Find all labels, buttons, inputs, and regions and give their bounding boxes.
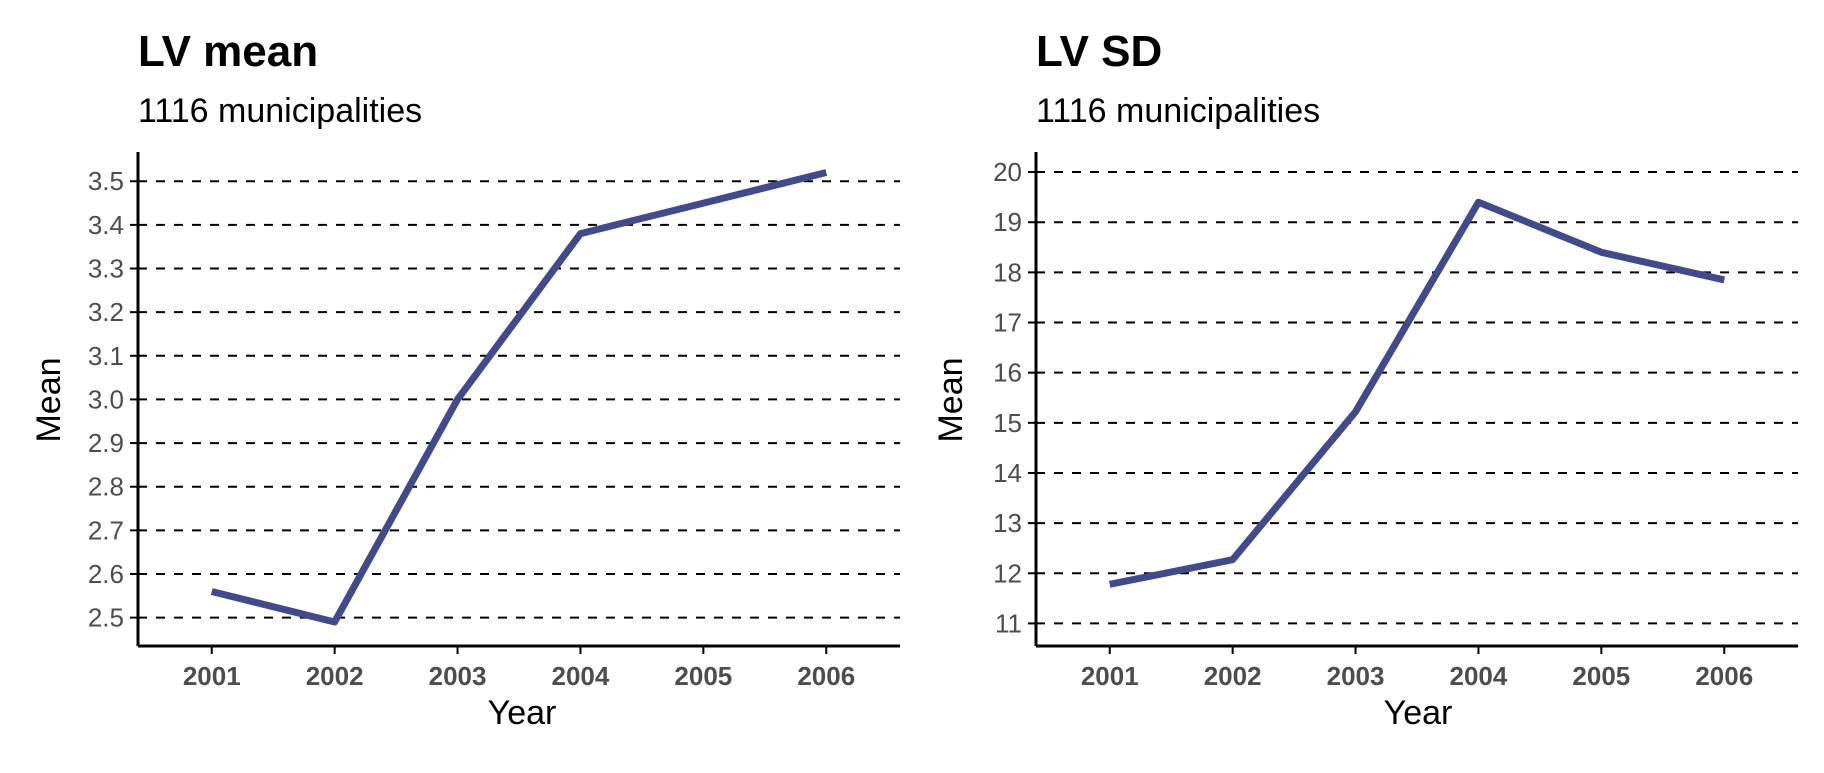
y-tick-label: 12 xyxy=(993,558,1022,588)
x-axis-label: Year xyxy=(1384,694,1453,732)
x-tick-label: 2002 xyxy=(1204,661,1262,691)
panel-lv-mean: LV mean 1116 municipalities 2.5 2.6 2.7 2.8… xyxy=(30,27,900,732)
panel-title: LV mean xyxy=(138,27,318,76)
y-tick-label: 16 xyxy=(993,358,1022,388)
y-axis-label: Mean xyxy=(932,357,970,442)
x-tick-label: 2001 xyxy=(1081,661,1139,691)
y-tick-label: 19 xyxy=(993,207,1022,237)
panel-subtitle: 1116 municipalities xyxy=(1036,92,1320,130)
x-tick-label: 2006 xyxy=(1695,661,1753,691)
y-tick-label: 3.4 xyxy=(88,210,124,240)
x-tick-label: 2004 xyxy=(1450,661,1508,691)
y-tick-label: 2.7 xyxy=(88,515,124,545)
y-tick-label: 13 xyxy=(993,508,1022,538)
x-tick-label: 2004 xyxy=(552,661,610,691)
panel-title: LV SD xyxy=(1036,27,1162,76)
y-tick-label: 15 xyxy=(993,408,1022,438)
x-axis-label: Year xyxy=(488,694,557,732)
x-tick-label: 2001 xyxy=(183,661,241,691)
x-tick-label: 2005 xyxy=(1572,661,1630,691)
y-tick-label: 3.5 xyxy=(88,166,124,196)
y-axis-label: Mean xyxy=(30,357,68,442)
plot-area: 2.5 2.6 2.7 2.8 2.9 3.0 3.1 3.2 3.3 3.4 3.5 2001 200… xyxy=(88,152,900,691)
y-tick-label: 14 xyxy=(993,458,1022,488)
x-tick-label: 2005 xyxy=(674,661,732,691)
plot-area: 11 12 13 14 15 16 17 18 19 20 2001 2002 2003 2004 2005… xyxy=(993,152,1798,691)
y-tick-label: 2.8 xyxy=(88,472,124,502)
panel-lv-sd: LV SD 1116 municipalities 11 12 13 14 15 16 17… xyxy=(932,27,1798,732)
y-tick-label: 3.2 xyxy=(88,297,124,327)
y-tick-label: 2.5 xyxy=(88,603,124,633)
x-tick-label: 2003 xyxy=(1327,661,1385,691)
y-tick-label: 17 xyxy=(993,308,1022,338)
x-tick-label: 2006 xyxy=(797,661,855,691)
y-tick-label: 3.1 xyxy=(88,341,124,371)
y-tick-label: 20 xyxy=(993,157,1022,187)
y-tick-label: 2.9 xyxy=(88,428,124,458)
x-tick-label: 2003 xyxy=(429,661,487,691)
y-tick-label: 3.3 xyxy=(88,254,124,284)
x-tick-label: 2002 xyxy=(306,661,364,691)
y-tick-label: 11 xyxy=(995,608,1022,638)
y-tick-label: 3.0 xyxy=(88,384,124,414)
series-line xyxy=(210,169,828,626)
y-tick-label: 2.6 xyxy=(88,559,124,589)
series-line xyxy=(1109,198,1726,588)
panel-subtitle: 1116 municipalities xyxy=(138,92,422,130)
y-tick-label: 18 xyxy=(993,257,1022,287)
